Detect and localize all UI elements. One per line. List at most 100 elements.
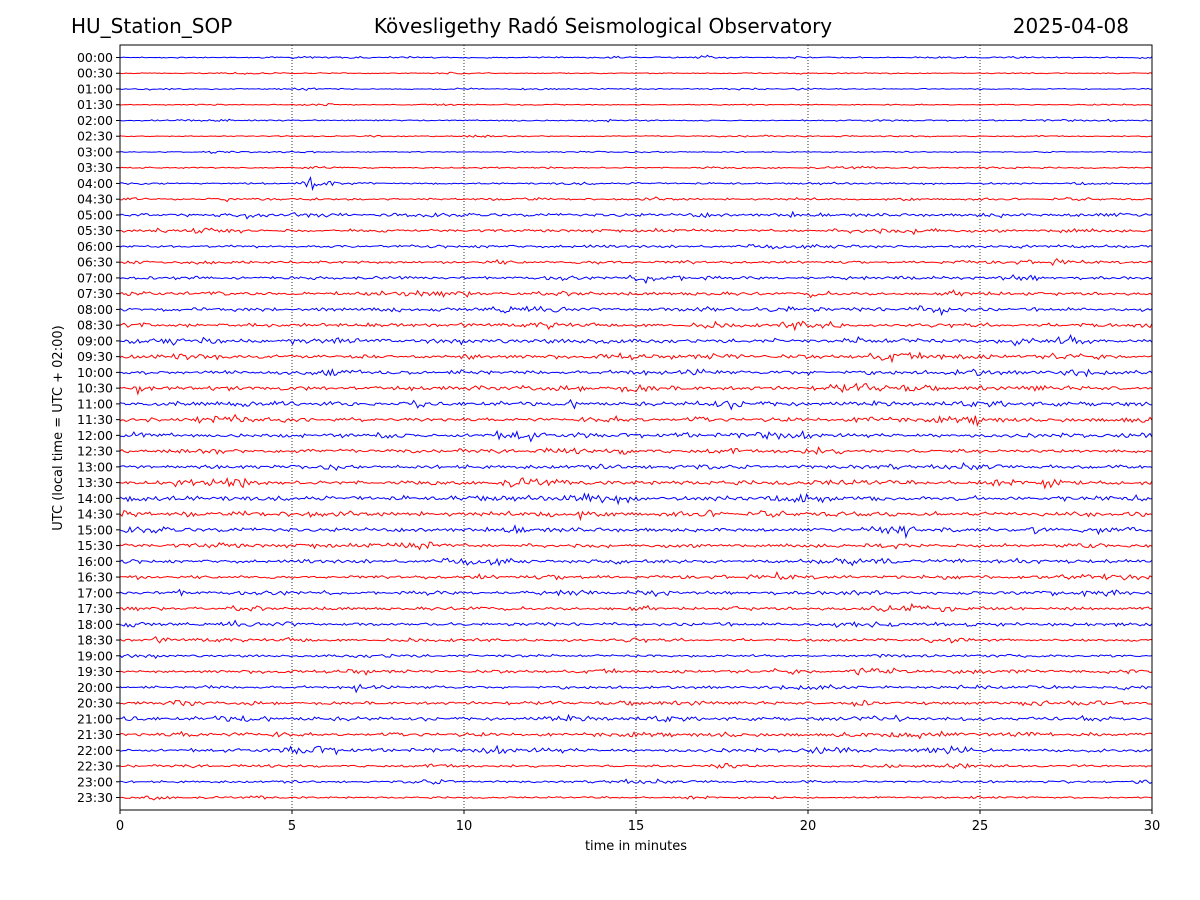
trace-row-2100 xyxy=(119,713,1153,723)
y-tick-label: 17:00 xyxy=(77,585,113,600)
trace-row-0300 xyxy=(119,150,1153,154)
y-tick-label: 22:30 xyxy=(77,759,113,774)
trace-row-1500 xyxy=(119,524,1153,540)
y-tick-label: 02:00 xyxy=(77,113,113,128)
y-tick-label: 01:00 xyxy=(77,81,113,96)
y-tick-label: 19:00 xyxy=(77,648,113,663)
y-tick-label: 19:30 xyxy=(77,664,113,679)
trace-row-1400 xyxy=(119,492,1153,506)
trace-row-1530 xyxy=(119,541,1153,551)
y-tick-label: 09:30 xyxy=(77,349,113,364)
y-tick-label: 02:30 xyxy=(77,129,113,144)
y-tick-label: 16:30 xyxy=(77,570,113,585)
trace-row-0600 xyxy=(119,243,1153,250)
y-tick-label: 17:30 xyxy=(77,601,113,616)
y-tick-label: 06:30 xyxy=(77,255,113,270)
trace-row-2000 xyxy=(119,683,1153,694)
trace-row-1330 xyxy=(119,477,1153,490)
y-tick-label: 14:00 xyxy=(77,491,113,506)
trace-row-2230 xyxy=(119,762,1153,770)
trace-row-0730 xyxy=(119,289,1153,299)
trace-row-1230 xyxy=(119,446,1153,456)
trace-row-0430 xyxy=(119,196,1153,203)
trace-row-0900 xyxy=(119,334,1153,347)
x-tick-label: 25 xyxy=(972,819,989,834)
trace-row-2130 xyxy=(119,730,1153,740)
y-tick-label: 12:00 xyxy=(77,428,113,443)
y-tick-label: 13:00 xyxy=(77,459,113,474)
trace-row-1130 xyxy=(119,413,1153,428)
y-tick-label: 04:00 xyxy=(77,176,113,191)
trace-row-1730 xyxy=(119,602,1153,612)
trace-row-0700 xyxy=(119,274,1153,285)
x-axis-label: time in minutes xyxy=(585,839,687,854)
y-tick-label: 00:00 xyxy=(77,50,113,65)
trace-row-0330 xyxy=(119,165,1153,170)
y-tick-label: 20:30 xyxy=(77,696,113,711)
y-tick-label: 01:30 xyxy=(77,97,113,112)
x-tick-label: 15 xyxy=(628,819,645,834)
y-tick-label: 21:30 xyxy=(77,727,113,742)
chart-title: Kövesligethy Radó Seismological Observat… xyxy=(373,14,833,38)
x-tick-label: 30 xyxy=(1144,819,1161,834)
trace-row-2030 xyxy=(119,699,1153,708)
trace-row-1030 xyxy=(119,382,1153,396)
trace-row-0000 xyxy=(119,54,1153,60)
plot-frame xyxy=(119,44,1153,811)
y-tick-label: 10:00 xyxy=(77,365,113,380)
vertical-grid xyxy=(291,45,981,810)
x-tick-label: 0 xyxy=(116,819,124,834)
y-tick-label: 13:30 xyxy=(77,475,113,490)
trace-row-0800 xyxy=(119,305,1153,317)
chart-date: 2025-04-08 xyxy=(1012,14,1129,38)
trace-row-1830 xyxy=(119,636,1153,644)
station-name: HU_Station_SOP xyxy=(71,14,233,38)
trace-row-1630 xyxy=(119,571,1153,581)
trace-row-0630 xyxy=(119,257,1153,267)
y-tick-label: 05:00 xyxy=(77,207,113,222)
trace-row-2330 xyxy=(119,795,1153,801)
y-tick-label: 07:30 xyxy=(77,286,113,301)
y-tick-label: 20:00 xyxy=(77,680,113,695)
trace-row-1700 xyxy=(119,588,1153,598)
y-tick-label: 18:00 xyxy=(77,617,113,632)
trace-row-1900 xyxy=(119,653,1153,660)
trace-row-1930 xyxy=(119,667,1153,676)
trace-row-0030 xyxy=(119,71,1153,75)
y-tick-label: 18:30 xyxy=(77,633,113,648)
trace-row-0930 xyxy=(119,351,1153,364)
y-tick-labels: 00:0000:3001:0001:3002:0002:3003:0003:30… xyxy=(77,50,120,805)
y-tick-label: 09:00 xyxy=(77,333,113,348)
y-tick-label: 05:30 xyxy=(77,223,113,238)
y-tick-label: 00:30 xyxy=(77,66,113,81)
y-tick-label: 11:00 xyxy=(77,396,113,411)
trace-row-1300 xyxy=(119,462,1153,471)
trace-row-2300 xyxy=(119,778,1153,785)
trace-row-1200 xyxy=(119,429,1153,443)
trace-row-1100 xyxy=(119,398,1153,411)
trace-row-0230 xyxy=(119,134,1153,138)
y-axis-label: UTC (local time = UTC + 02:00) xyxy=(51,325,66,530)
y-tick-label: 11:30 xyxy=(77,412,113,427)
trace-row-1430 xyxy=(119,509,1153,522)
y-tick-label: 15:00 xyxy=(77,522,113,537)
seismic-traces xyxy=(119,54,1153,801)
y-tick-label: 03:00 xyxy=(77,144,113,159)
y-tick-label: 15:30 xyxy=(77,538,113,553)
trace-row-0130 xyxy=(119,102,1153,107)
y-tick-label: 21:00 xyxy=(77,711,113,726)
y-tick-label: 22:00 xyxy=(77,743,113,758)
y-tick-label: 16:00 xyxy=(77,554,113,569)
trace-row-1800 xyxy=(119,619,1153,628)
y-tick-label: 08:00 xyxy=(77,302,113,317)
trace-row-0530 xyxy=(119,227,1153,236)
x-tick-label: 5 xyxy=(288,819,296,834)
y-tick-label: 07:00 xyxy=(77,270,113,285)
trace-row-1000 xyxy=(119,368,1153,378)
y-tick-label: 14:30 xyxy=(77,507,113,522)
y-tick-label: 10:30 xyxy=(77,381,113,396)
trace-row-0500 xyxy=(119,210,1153,220)
y-tick-label: 23:30 xyxy=(77,790,113,805)
trace-row-0400 xyxy=(119,175,1153,192)
